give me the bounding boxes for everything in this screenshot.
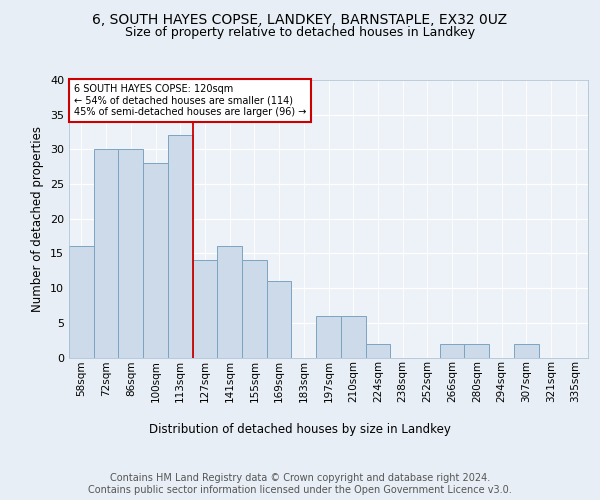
Y-axis label: Number of detached properties: Number of detached properties — [31, 126, 44, 312]
Bar — [193, 260, 217, 358]
Bar — [514, 344, 539, 357]
Text: Distribution of detached houses by size in Landkey: Distribution of detached houses by size … — [149, 422, 451, 436]
Bar — [118, 150, 143, 358]
Bar — [316, 316, 341, 358]
Bar — [242, 260, 267, 358]
Bar — [365, 344, 390, 357]
Bar — [464, 344, 489, 357]
Bar — [94, 150, 118, 358]
Text: 6 SOUTH HAYES COPSE: 120sqm
← 54% of detached houses are smaller (114)
45% of se: 6 SOUTH HAYES COPSE: 120sqm ← 54% of det… — [74, 84, 307, 117]
Bar — [267, 281, 292, 357]
Bar — [440, 344, 464, 357]
Text: Size of property relative to detached houses in Landkey: Size of property relative to detached ho… — [125, 26, 475, 39]
Text: 6, SOUTH HAYES COPSE, LANDKEY, BARNSTAPLE, EX32 0UZ: 6, SOUTH HAYES COPSE, LANDKEY, BARNSTAPL… — [92, 12, 508, 26]
Bar — [168, 136, 193, 358]
Bar — [69, 246, 94, 358]
Text: Contains HM Land Registry data © Crown copyright and database right 2024.
Contai: Contains HM Land Registry data © Crown c… — [88, 474, 512, 495]
Bar — [217, 246, 242, 358]
Bar — [341, 316, 365, 358]
Bar — [143, 163, 168, 358]
